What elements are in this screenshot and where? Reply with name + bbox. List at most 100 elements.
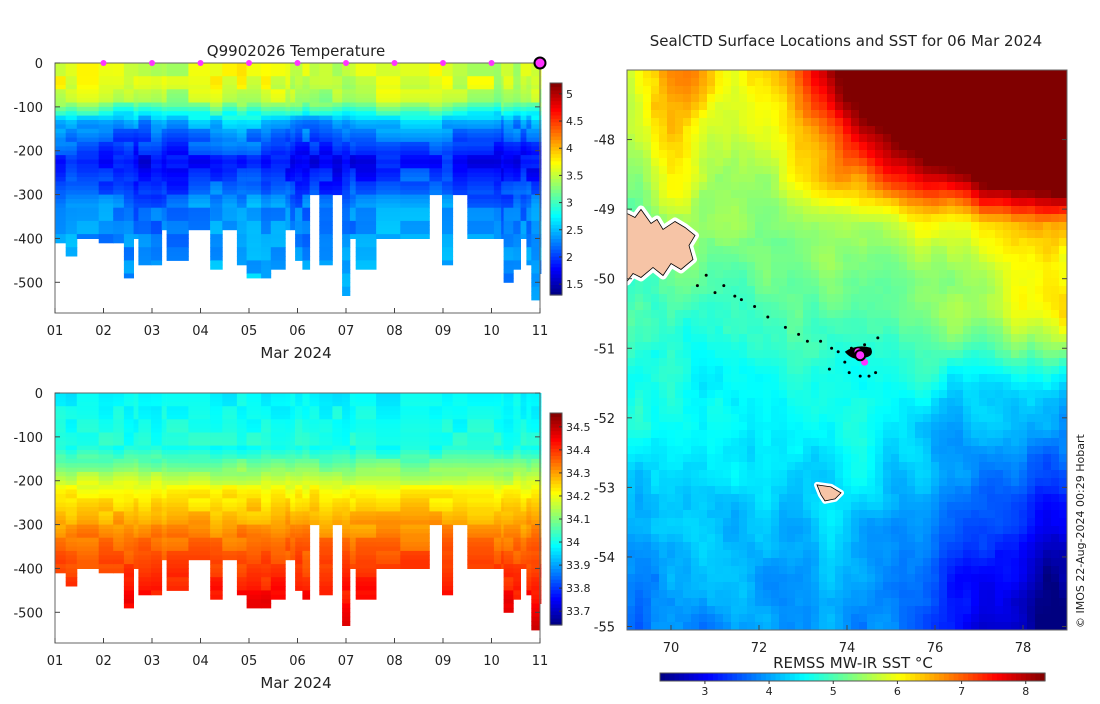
profile-cell [77,160,99,165]
profile-cell [210,437,223,442]
profile-cell [319,459,333,464]
profile-cell [453,406,468,411]
profile-cell [237,89,247,94]
profile-cell [453,511,468,516]
sst-cell [947,126,956,135]
profile-cell [271,146,286,151]
profile-cell [526,103,531,108]
profile-cell [113,476,124,481]
profile-cell [453,472,468,477]
profile-cell [400,468,430,473]
profile-cell [222,538,237,543]
sst-cell [923,182,932,191]
profile-cell [442,419,453,424]
profile-cell [513,582,521,587]
profile-cell [302,129,310,134]
profile-cell [504,604,514,609]
sst-cell [691,70,700,79]
sst-cell [723,94,732,103]
profile-cell [521,397,527,402]
profile-cell [494,481,502,486]
profile-cell [310,454,320,459]
colorbar-segment [550,186,562,190]
sst-cell [675,166,684,175]
profile-cell [222,441,237,446]
profile-cell [400,538,430,543]
sst-cell [971,150,980,159]
profile-cell [400,450,430,455]
profile-cell [247,155,262,160]
profile-cell [319,120,333,125]
profile-cell [400,173,430,178]
sst-cell [963,86,972,95]
profile-cell [442,142,453,147]
profile-cell [247,419,262,424]
profile-cell [188,428,210,433]
profile-cell [151,103,162,108]
profile-cell [494,542,502,547]
profile-cell [167,72,189,77]
profile-cell [319,415,333,420]
profile-cell [531,582,540,587]
profile-cell [342,151,350,156]
profile-cell [319,428,333,433]
profile-cell [376,450,401,455]
profile-cell [332,142,342,147]
sst-cell [987,182,996,191]
profile-cell [167,468,189,473]
profile-cell [124,107,134,112]
sst-cell [691,126,700,135]
profile-cell [356,494,377,499]
profile-cell [134,406,139,411]
profile-cell [162,516,167,521]
profile-cell [261,116,271,121]
profile-cell [453,424,468,429]
profile-cell [453,463,468,468]
profile-cell [332,481,342,486]
colorbar-segment [550,267,562,271]
sst-cell [835,158,844,167]
profile-cell [494,124,502,129]
profile-cell [222,433,237,438]
profile-cell [332,397,342,402]
profile-cell [222,485,237,490]
profile-cell [77,120,99,125]
profile-cell [302,217,310,222]
sst-cell [691,86,700,95]
profile-cell [467,107,494,112]
sst-cell [819,94,828,103]
profile-cell [310,428,320,433]
profile-cell [531,195,540,200]
profile-cell [134,551,139,556]
profile-cell [342,278,350,283]
profile-cell [356,103,377,108]
profile-cell [501,98,504,103]
profile-cell [285,155,290,160]
profile-cell [271,129,286,134]
profile-cell [501,516,504,521]
profile-cell [138,428,151,433]
profile-cell [531,164,540,169]
profile-cell [237,199,247,204]
profile-cell [310,186,320,191]
profile-cell [261,173,271,178]
profile-cell [350,133,356,138]
profile-cell [113,415,124,420]
colorbar-tick-label: 34.2 [566,490,591,503]
profile-cell [501,503,504,508]
profile-cell [134,402,139,407]
profile-cell [504,590,514,595]
profile-cell [513,133,521,138]
profile-cell [400,81,430,86]
colorbar-segment [550,101,562,105]
profile-cell [55,490,66,495]
profile-cell [162,63,167,68]
profile-cell [295,437,303,442]
profile-cell [342,529,350,534]
profile-cell [66,538,78,543]
profile-cell [504,238,514,243]
colorbar-segment [550,274,562,278]
profile-cell [134,111,139,116]
profile-cell [210,586,223,591]
x-tick-label: 08 [386,654,403,669]
